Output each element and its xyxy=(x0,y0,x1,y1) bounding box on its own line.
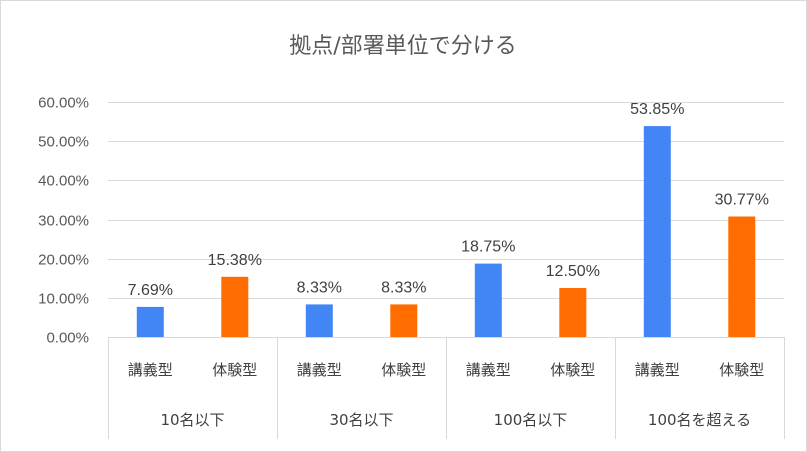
category-label: 体験型 xyxy=(719,361,764,379)
group-label: 10名以下 xyxy=(160,411,224,429)
group-label: 100名以下 xyxy=(494,411,568,429)
data-label: 12.50% xyxy=(546,263,600,280)
y-tick-label: 20.00% xyxy=(38,252,89,269)
category-label: 講義型 xyxy=(128,361,173,379)
category-label: 体験型 xyxy=(550,361,595,379)
y-tick-label: 40.00% xyxy=(38,173,89,190)
category-label: 講義型 xyxy=(297,361,342,379)
bar xyxy=(221,276,249,337)
data-label: 8.33% xyxy=(381,279,426,296)
bar xyxy=(559,288,587,337)
y-tick-label: 0.00% xyxy=(46,330,89,347)
data-label: 15.38% xyxy=(208,252,262,269)
y-tick-label: 30.00% xyxy=(38,213,89,230)
bar xyxy=(643,126,671,337)
y-tick-label: 60.00% xyxy=(38,95,89,112)
bar xyxy=(728,216,756,337)
data-label: 18.75% xyxy=(461,239,515,256)
data-label: 8.33% xyxy=(297,279,342,296)
data-label: 7.69% xyxy=(128,282,173,299)
bar xyxy=(474,263,502,337)
category-label: 講義型 xyxy=(466,361,511,379)
bar xyxy=(390,304,418,337)
bar xyxy=(136,306,164,337)
x-axis: 講義型 体験型 講義型 体験型 講義型 体験型 講義型 体験型 10名以下 30名以下 100名以下… xyxy=(108,337,785,439)
y-tick-label: 10.00% xyxy=(38,291,89,308)
group-label: 100名を超える xyxy=(648,411,751,429)
data-labels: 7.69% 15.38% 8.33% 8.33% 18.75% 12.50% 53.85% 3… xyxy=(128,101,769,299)
category-label: 体験型 xyxy=(381,361,426,379)
data-label: 30.77% xyxy=(715,192,769,209)
bar xyxy=(305,304,333,337)
group-label: 30名以下 xyxy=(329,411,393,429)
y-tick-label: 50.00% xyxy=(38,134,89,151)
category-label: 体験型 xyxy=(212,361,257,379)
y-axis-ticks: 0.00% 10.00% 20.00% 30.00% 40.00% 50.00% 60.00… xyxy=(38,95,89,347)
chart-title: 拠点/部署単位で分ける xyxy=(289,34,516,59)
gridlines xyxy=(108,102,784,338)
category-label: 講義型 xyxy=(635,361,680,379)
data-label: 53.85% xyxy=(630,101,684,118)
bars xyxy=(136,126,756,337)
